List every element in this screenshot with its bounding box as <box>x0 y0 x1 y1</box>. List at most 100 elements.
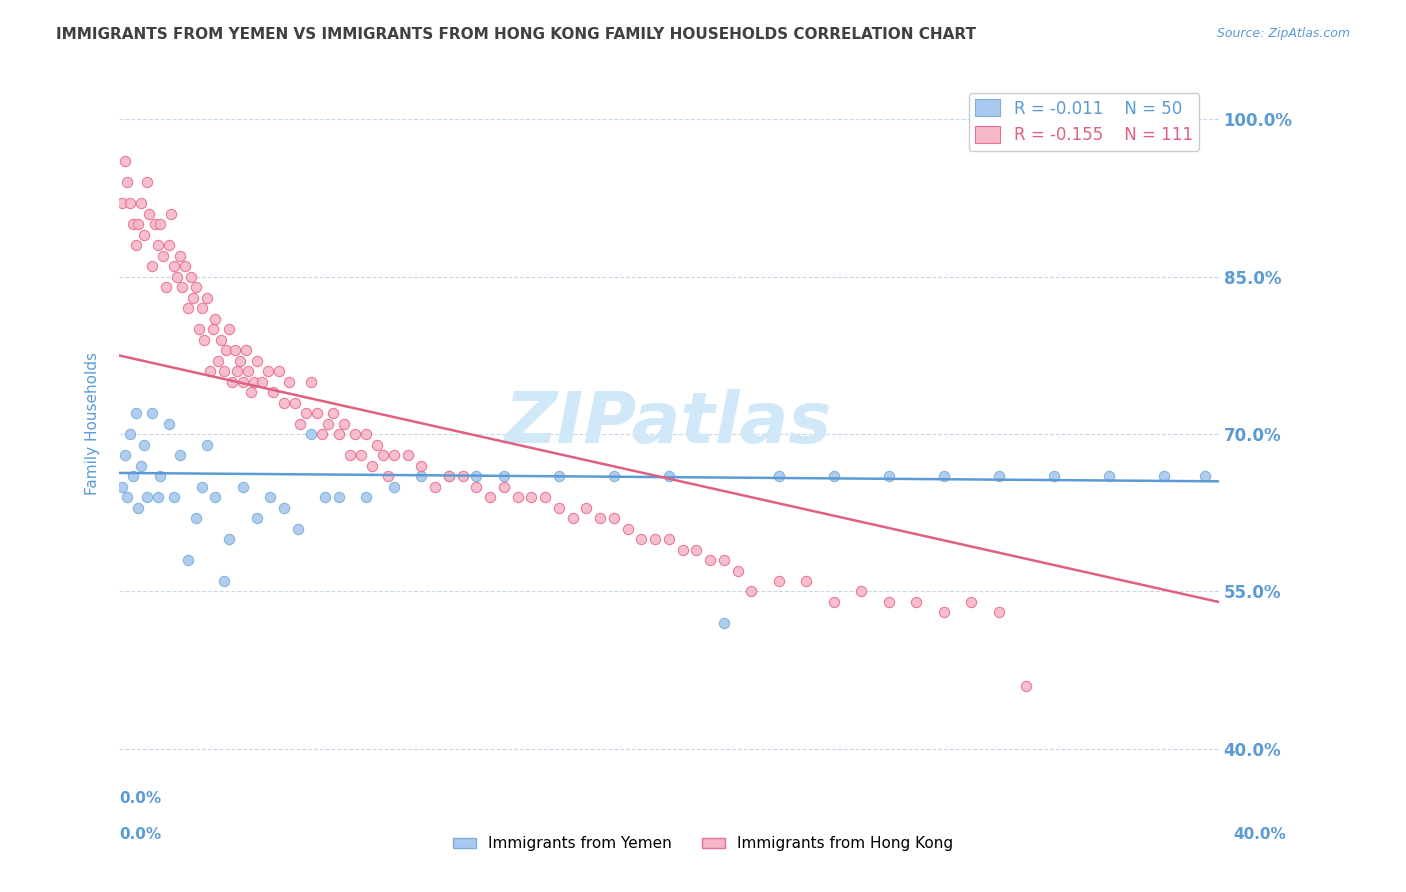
Point <box>411 458 433 473</box>
Point <box>1098 469 1121 483</box>
Point <box>685 542 707 557</box>
Point <box>256 364 278 378</box>
Point <box>207 353 229 368</box>
Point <box>250 375 273 389</box>
Point <box>672 542 695 557</box>
Legend: R = -0.011    N = 50, R = -0.155    N = 111: R = -0.011 N = 50, R = -0.155 N = 111 <box>969 93 1199 151</box>
Point <box>152 249 174 263</box>
Point <box>135 490 157 504</box>
Point <box>713 553 735 567</box>
Point <box>796 574 818 588</box>
Point <box>118 427 141 442</box>
Point <box>141 260 163 274</box>
Point <box>727 564 749 578</box>
Legend: Immigrants from Yemen, Immigrants from Hong Kong: Immigrants from Yemen, Immigrants from H… <box>447 830 959 857</box>
Point <box>290 417 312 431</box>
Point <box>506 490 529 504</box>
Point <box>644 532 666 546</box>
Point <box>382 479 405 493</box>
Point <box>768 469 790 483</box>
Point <box>215 343 238 358</box>
Point <box>135 175 157 189</box>
Point <box>616 522 638 536</box>
Point <box>575 500 598 515</box>
Point <box>301 427 323 442</box>
Point <box>169 448 191 462</box>
Point <box>740 584 762 599</box>
Point <box>877 595 900 609</box>
Y-axis label: Family Households: Family Households <box>86 352 100 495</box>
Point <box>295 406 318 420</box>
Point <box>534 490 557 504</box>
Point <box>259 490 281 504</box>
Point <box>180 269 202 284</box>
Point <box>212 574 235 588</box>
Point <box>132 437 155 451</box>
Point <box>229 353 252 368</box>
Point <box>273 500 295 515</box>
Point <box>218 532 240 546</box>
Point <box>143 217 166 231</box>
Point <box>479 490 502 504</box>
Point <box>129 458 152 473</box>
Point <box>1015 679 1038 693</box>
Point <box>190 479 212 493</box>
Point <box>305 406 328 420</box>
Point <box>932 469 955 483</box>
Point <box>328 490 350 504</box>
Point <box>138 207 160 221</box>
Point <box>146 238 169 252</box>
Point <box>366 437 388 451</box>
Point <box>356 427 378 442</box>
Point <box>932 606 955 620</box>
Point <box>520 490 543 504</box>
Point <box>212 364 235 378</box>
Point <box>245 353 267 368</box>
Point <box>823 595 845 609</box>
Point <box>960 595 983 609</box>
Point <box>492 479 515 493</box>
Point <box>193 333 215 347</box>
Point <box>245 511 267 525</box>
Point <box>204 490 226 504</box>
Point <box>166 269 188 284</box>
Point <box>149 469 172 483</box>
Point <box>851 584 873 599</box>
Point <box>184 280 207 294</box>
Point <box>267 364 290 378</box>
Point <box>278 375 301 389</box>
Point <box>226 364 249 378</box>
Point <box>492 469 515 483</box>
Point <box>201 322 224 336</box>
Point <box>174 260 197 274</box>
Point <box>198 364 221 378</box>
Point <box>224 343 246 358</box>
Point <box>124 238 146 252</box>
Point <box>238 364 260 378</box>
Text: IMMIGRANTS FROM YEMEN VS IMMIGRANTS FROM HONG KONG FAMILY HOUSEHOLDS CORRELATION: IMMIGRANTS FROM YEMEN VS IMMIGRANTS FROM… <box>56 27 976 42</box>
Point <box>149 217 172 231</box>
Point <box>1042 469 1064 483</box>
Point <box>111 479 134 493</box>
Point <box>589 511 612 525</box>
Point <box>603 511 626 525</box>
Point <box>117 490 139 504</box>
Text: ZIPatlas: ZIPatlas <box>505 389 832 458</box>
Point <box>232 479 254 493</box>
Point <box>465 469 488 483</box>
Point <box>344 427 367 442</box>
Point <box>658 532 681 546</box>
Point <box>221 375 243 389</box>
Point <box>396 448 419 462</box>
Point <box>177 301 200 316</box>
Point <box>465 479 488 493</box>
Point <box>284 395 307 409</box>
Point <box>322 406 344 420</box>
Point <box>301 375 323 389</box>
Point <box>181 291 204 305</box>
Point <box>121 217 143 231</box>
Point <box>114 448 136 462</box>
Point <box>699 553 721 567</box>
Point <box>339 448 361 462</box>
Text: 0.0%: 0.0% <box>120 791 162 805</box>
